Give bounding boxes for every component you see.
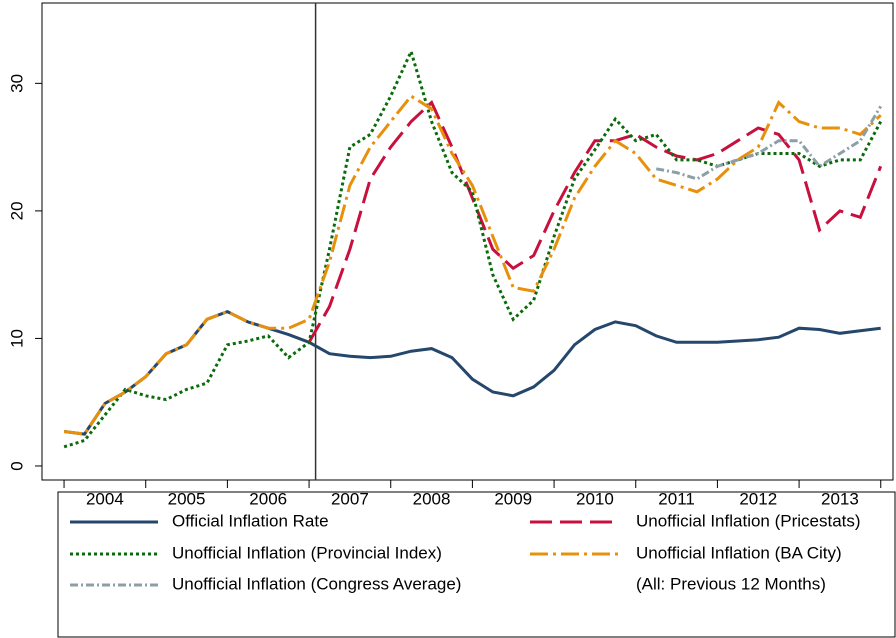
legend-label: Unofficial Inflation (BA City) [636,543,842,562]
x-tick-label: 2010 [576,489,614,508]
legend-label: Unofficial Inflation (Provincial Index) [172,543,442,562]
x-tick-label: 2012 [739,489,777,508]
x-tick-label: 2006 [249,489,287,508]
series-line [63,47,883,449]
x-tick-label: 2008 [413,489,451,508]
x-tick-label: 2011 [658,489,695,508]
plot-frame [41,2,894,481]
series-line [63,309,881,436]
y-tick-label: 10 [7,329,26,348]
legend-label: Unofficial Inflation (Pricestats) [636,511,861,530]
x-tick-label: 2009 [494,489,532,508]
legend-note: (All: Previous 12 Months) [636,574,826,593]
legend-label: Unofficial Inflation (Congress Average) [172,574,461,593]
x-tick-label: 2013 [821,489,859,508]
y-tick-label: 20 [7,201,26,220]
series-line [655,105,882,181]
x-tick-label: 2004 [86,489,124,508]
legend-label: Official Inflation Rate [172,511,329,530]
x-tick-label: 2005 [168,489,206,508]
x-tick-label: 2007 [331,489,369,508]
y-tick-label: 0 [7,461,26,470]
series-line [307,99,883,344]
legend-box [57,491,896,638]
series-line [63,94,882,436]
y-tick-label: 30 [7,74,26,93]
